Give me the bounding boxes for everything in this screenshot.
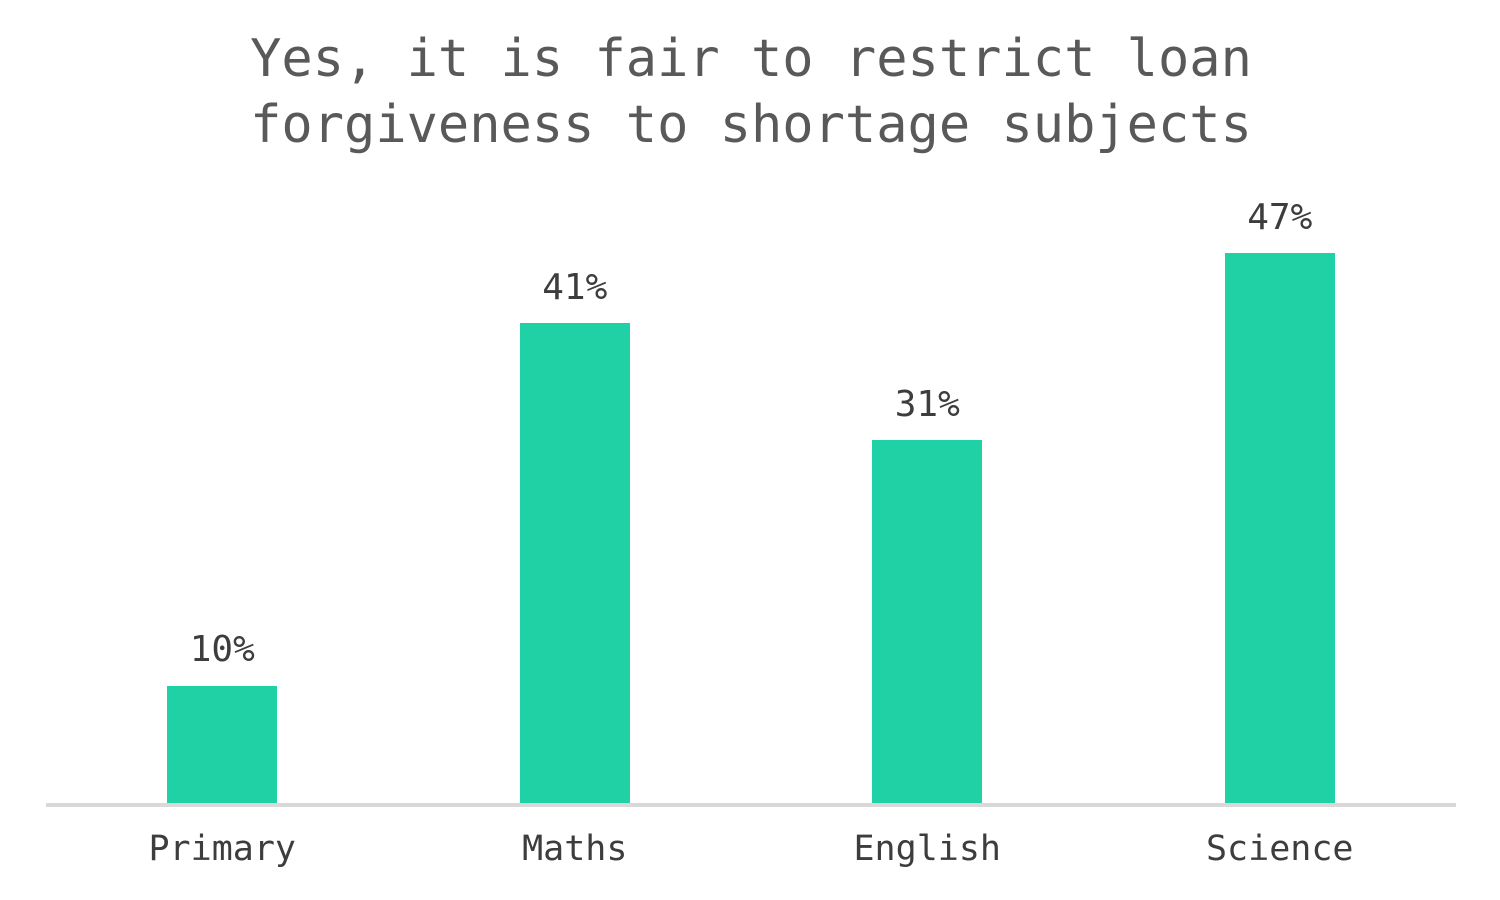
category-label: Maths <box>522 829 628 869</box>
chart-title: Yes, it is fair to restrict loan forgive… <box>46 26 1456 158</box>
value-label: 41% <box>542 266 608 308</box>
value-label: 10% <box>189 629 255 671</box>
chart-title-line1: Yes, it is fair to restrict loan <box>250 29 1252 89</box>
bar-group: 31% <box>751 385 1104 803</box>
x-axis-line <box>46 803 1456 807</box>
category-label: Primary <box>148 829 296 869</box>
value-label: 31% <box>894 383 960 425</box>
bar-group: 47% <box>1104 196 1457 803</box>
bar <box>1224 253 1335 803</box>
bar <box>872 440 983 803</box>
category-label: Science <box>1205 829 1354 869</box>
category-labels-row: Primary Maths English Science <box>46 829 1456 869</box>
bar <box>167 686 278 803</box>
bars-row: 10% 41% 31% 47% <box>46 197 1456 803</box>
plot-area: 10% 41% 31% 47% Primary Maths English Science <box>46 0 1456 900</box>
bar-group: 10% <box>46 630 399 803</box>
bar-group: 41% <box>399 268 752 803</box>
chart-title-line2: forgiveness to shortage subjects <box>250 95 1252 155</box>
value-label: 47% <box>1247 196 1313 238</box>
bar <box>519 323 630 803</box>
category-label: English <box>853 829 1001 869</box>
